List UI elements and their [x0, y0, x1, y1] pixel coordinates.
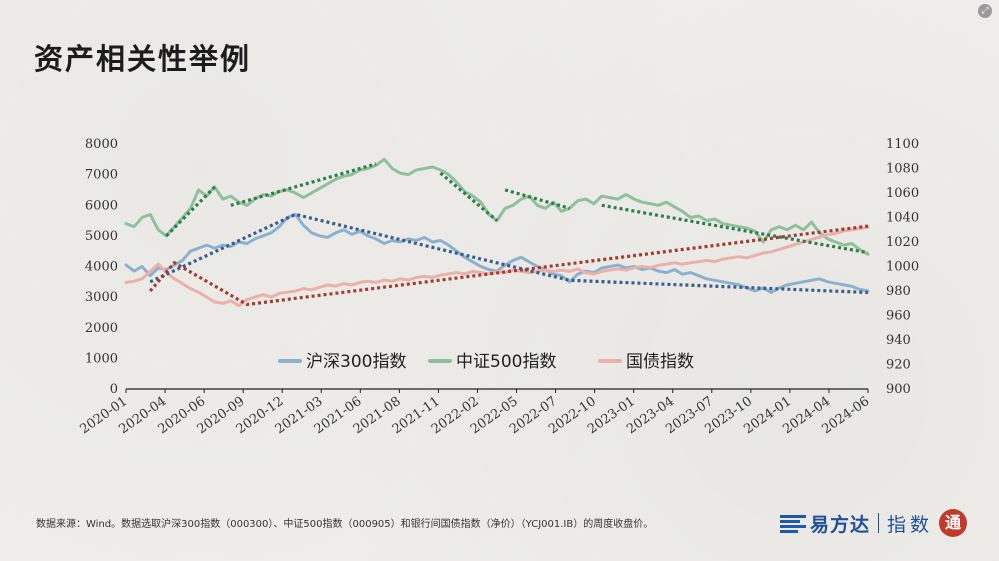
y-left-tick-label: 4000 [85, 260, 118, 275]
source-note: 数据来源：Wind。数据选取沪深300指数（000300）、中证500指数（00… [36, 519, 654, 530]
brand-divider [878, 513, 880, 533]
trend-line [149, 212, 869, 295]
legend-label: 国债指数 [626, 352, 694, 372]
trend-line [230, 162, 377, 207]
y-right-tick-label: 1060 [886, 186, 919, 201]
y-left-tick-label: 3000 [85, 290, 118, 305]
y-right-tick-label: 940 [886, 333, 911, 348]
page-title: 资产相关性举例 [34, 42, 252, 76]
trend-line [601, 203, 869, 255]
y-right-tick-label: 920 [886, 358, 911, 373]
trend-line [148, 224, 869, 307]
y-right-tick-label: 1040 [886, 211, 919, 226]
brand-name: 易方达 [810, 513, 871, 536]
series-line [124, 225, 870, 308]
y-left-tick-label: 7000 [85, 168, 118, 183]
brand-sub: 指数 [887, 513, 934, 536]
trend-line [439, 171, 499, 222]
y-left-tick-label: 6000 [85, 198, 118, 213]
y-right-tick-label: 1020 [886, 235, 919, 250]
legend-label: 沪深300指数 [306, 352, 406, 372]
y-right-tick-label: 900 [886, 382, 911, 397]
y-left-tick-label: 2000 [85, 321, 118, 336]
expand-icon[interactable]: ⤢ [978, 4, 992, 18]
legend-label: 中证500指数 [456, 352, 556, 372]
brand-logo: 易方达 指数 通 [780, 508, 968, 538]
y-right-tick-label: 960 [886, 309, 911, 324]
trend-line [504, 188, 571, 210]
brand-seal: 通 [939, 509, 968, 537]
y-right-tick-label: 980 [886, 284, 911, 299]
y-left-tick-label: 1000 [85, 351, 118, 366]
brand-mark-icon [780, 513, 806, 533]
y-right-tick-label: 1080 [886, 162, 919, 177]
y-right-tick-label: 1000 [886, 260, 919, 275]
y-left-tick-label: 0 [110, 382, 118, 397]
y-right-tick-label: 1100 [886, 137, 919, 152]
y-left-tick-label: 5000 [85, 229, 118, 244]
y-left-tick-label: 8000 [85, 137, 118, 152]
